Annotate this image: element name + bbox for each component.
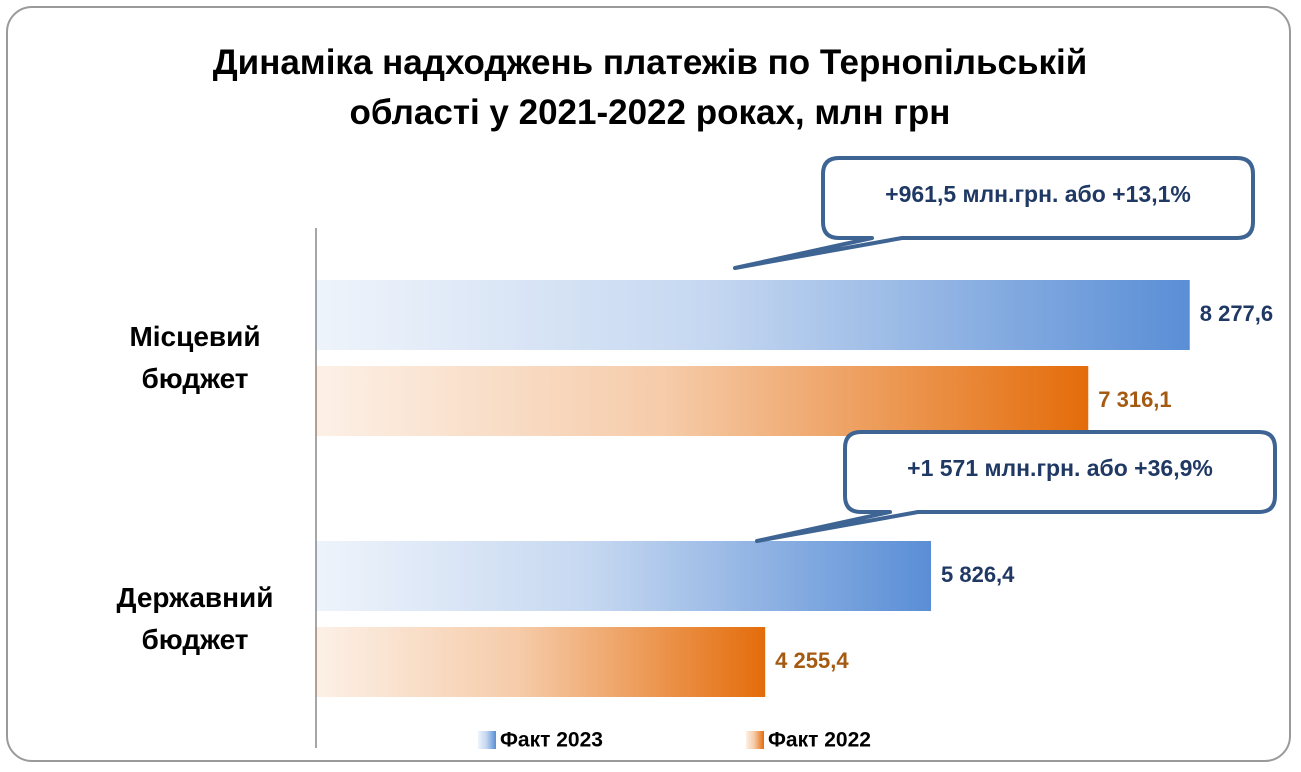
legend-swatch	[746, 731, 764, 749]
annotation: +1 571 млн.грн. або +36,9%	[907, 455, 1213, 481]
legend-swatch	[478, 731, 496, 749]
callout	[755, 430, 1277, 543]
legend-label: Факт 2022	[768, 729, 871, 752]
bar	[316, 366, 1089, 436]
bar	[316, 627, 766, 697]
data-label: 5 826,4	[941, 562, 1015, 587]
bar	[316, 541, 932, 611]
card-border	[6, 6, 1291, 762]
legend-label: Факт 2023	[500, 729, 603, 752]
annotation: +961,5 млн.грн. або +13,1%	[885, 181, 1191, 207]
y-tick-label: Державний бюджет	[116, 582, 274, 655]
y-tick-label: Місцевий бюджет	[129, 321, 261, 394]
data-label: 8 277,6	[1200, 301, 1273, 326]
callout	[733, 156, 1255, 270]
data-label: 7 316,1	[1098, 387, 1171, 412]
chart-title: Динаміка надходжень платежів по Тернопіл…	[212, 43, 1088, 132]
bar	[316, 280, 1190, 350]
data-label: 4 255,4	[775, 648, 849, 673]
